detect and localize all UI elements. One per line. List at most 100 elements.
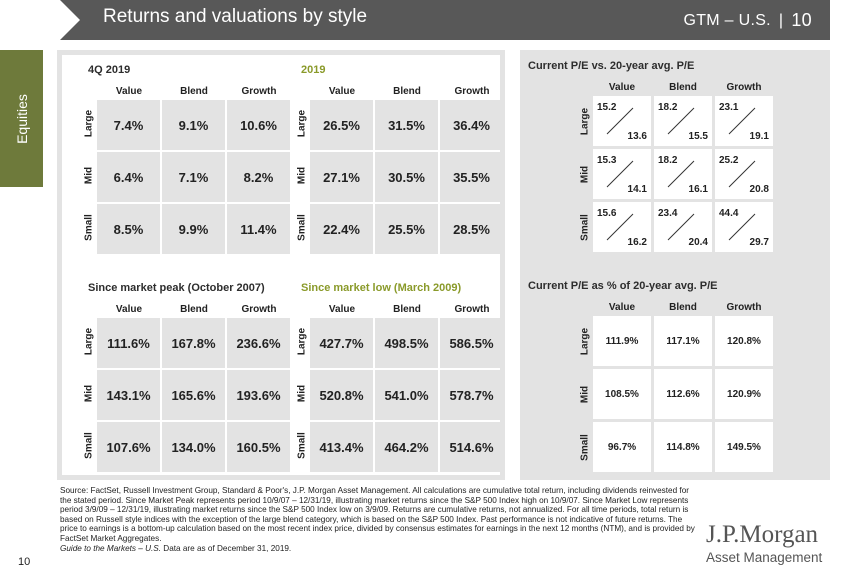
return-cell: 31.5%: [375, 100, 438, 150]
pe-current: 25.2: [719, 155, 739, 166]
column-header-value: Value: [608, 82, 636, 93]
block-title: 2019: [301, 64, 326, 76]
header-page-number: 10: [791, 10, 812, 30]
column-header-growth: Growth: [241, 86, 277, 97]
row-header-small: Small: [83, 432, 95, 459]
returns-grid: 7.4% 9.1% 10.6% 6.4% 7.1% 8.2% 8.5% 9.9% 11.4%: [97, 100, 290, 254]
pe-current: 23.1: [719, 102, 739, 113]
row-header-mid: Mid: [296, 384, 308, 403]
row-header-mid: Mid: [579, 165, 591, 184]
column-header-growth: Growth: [726, 302, 762, 313]
return-cell: 167.8%: [162, 318, 225, 368]
page-title: Returns and valuations by style: [103, 6, 368, 27]
header-bar: [60, 0, 830, 40]
return-cell: 165.6%: [162, 370, 225, 420]
column-header-blend: Blend: [669, 82, 697, 93]
diagonal-divider: [728, 160, 756, 188]
block-title: Current P/E as % of 20-year avg. P/E: [528, 280, 718, 292]
return-cell: 25.5%: [375, 204, 438, 254]
pe-average: 19.1: [749, 131, 769, 142]
return-cell: 578.7%: [440, 370, 503, 420]
diagonal-divider: [606, 107, 634, 135]
footnote-asof: Data are as of December 31, 2019.: [161, 543, 292, 553]
pe-cell: 18.2 15.5: [654, 96, 712, 146]
pe-current: 15.3: [597, 155, 617, 166]
row-header-mid: Mid: [83, 384, 95, 403]
column-header-value: Value: [328, 86, 356, 97]
return-cell: 27.1%: [310, 152, 373, 202]
pe-grid: 15.2 13.6 18.2 15.5 23.1 19.1 15.3 14.1 18.2 16.1…: [593, 96, 773, 252]
return-cell: 28.5%: [440, 204, 503, 254]
return-cell: 30.5%: [375, 152, 438, 202]
block-title: Since market low (March 2009): [301, 282, 462, 294]
pe-average: 16.2: [627, 237, 647, 248]
block-title: 4Q 2019: [88, 64, 131, 76]
pe-current: 23.4: [658, 208, 678, 219]
return-cell: 498.5%: [375, 318, 438, 368]
return-cell: 9.1%: [162, 100, 225, 150]
return-cell: 107.6%: [97, 422, 160, 472]
header-section: GTM – U.S. | 10: [683, 9, 812, 30]
pe-average: 20.8: [749, 184, 769, 195]
row-header-small: Small: [296, 214, 308, 241]
return-cell: 26.5%: [310, 100, 373, 150]
column-header-value: Value: [328, 304, 356, 315]
return-cell: 134.0%: [162, 422, 225, 472]
return-cell: 8.2%: [227, 152, 290, 202]
pe-current: 18.2: [658, 102, 678, 113]
section-label: GTM – U.S.: [683, 12, 771, 29]
block-title: Since market peak (October 2007): [88, 282, 265, 294]
column-header-blend: Blend: [180, 304, 208, 315]
returns-grid: 26.5% 31.5% 36.4% 27.1% 30.5% 35.5% 22.4% 25.5%…: [310, 100, 503, 254]
pe-cell: 44.4 29.7: [715, 202, 773, 252]
pct-grid: 111.9% 117.1% 120.8% 108.5% 112.6% 120.9% 96.7…: [593, 316, 773, 472]
return-cell: 464.2%: [375, 422, 438, 472]
row-header-mid: Mid: [83, 166, 95, 185]
pe-current: 18.2: [658, 155, 678, 166]
returns-grid: 111.6% 167.8% 236.6% 143.1% 165.6% 193.6% 107.…: [97, 318, 290, 472]
return-cell: 236.6%: [227, 318, 290, 368]
pe-average: 14.1: [627, 184, 647, 195]
column-header-blend: Blend: [393, 86, 421, 97]
return-cell: 22.4%: [310, 204, 373, 254]
column-header-blend: Blend: [180, 86, 208, 97]
section-tab[interactable]: Equities: [0, 50, 43, 187]
return-cell: 520.8%: [310, 370, 373, 420]
row-header-small: Small: [296, 432, 308, 459]
pe-cell: 23.4 20.4: [654, 202, 712, 252]
pe-average: 20.4: [688, 237, 708, 248]
pe-percent-cell: 120.9%: [715, 369, 773, 419]
return-cell: 160.5%: [227, 422, 290, 472]
row-header-small: Small: [83, 214, 95, 241]
pe-current: 15.6: [597, 208, 617, 219]
pe-percent-cell: 149.5%: [715, 422, 773, 472]
row-header-large: Large: [296, 327, 308, 356]
return-cell: 514.6%: [440, 422, 503, 472]
jpmorgan-logo: J.P.Morgan Asset Management: [706, 522, 822, 566]
column-header-blend: Blend: [669, 302, 697, 313]
pe-average: 16.1: [688, 184, 708, 195]
page-number: 10: [18, 556, 31, 568]
return-cell: 10.6%: [227, 100, 290, 150]
pe-percent-cell: 120.8%: [715, 316, 773, 366]
pe-cell: 15.2 13.6: [593, 96, 651, 146]
diagonal-divider: [667, 160, 695, 188]
row-header-large: Large: [83, 109, 95, 138]
column-header-value: Value: [115, 86, 143, 97]
footnote-guide: Guide to the Markets – U.S.: [60, 543, 162, 553]
pe-percent-cell: 112.6%: [654, 369, 712, 419]
pe-cell: 18.2 16.1: [654, 149, 712, 199]
logo-line2: Asset Management: [706, 550, 823, 565]
footnote-body: Source: FactSet, Russell Investment Grou…: [60, 486, 695, 543]
diagonal-divider: [606, 160, 634, 188]
return-cell: 413.4%: [310, 422, 373, 472]
pe-percent-cell: 117.1%: [654, 316, 712, 366]
column-header-value: Value: [608, 302, 636, 313]
column-header-value: Value: [115, 304, 143, 315]
diagonal-divider: [667, 107, 695, 135]
row-header-large: Large: [296, 109, 308, 138]
return-cell: 111.6%: [97, 318, 160, 368]
pe-cell: 25.2 20.8: [715, 149, 773, 199]
column-header-blend: Blend: [393, 304, 421, 315]
row-header-mid: Mid: [296, 166, 308, 185]
